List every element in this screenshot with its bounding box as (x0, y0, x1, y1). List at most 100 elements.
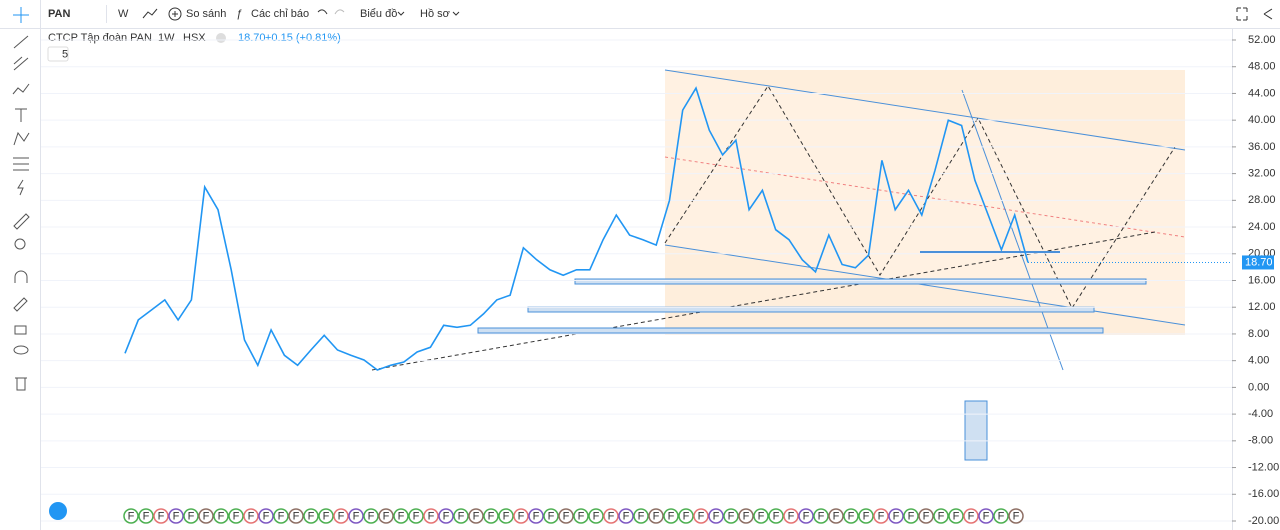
event-label: F (578, 510, 585, 522)
event-label: F (908, 510, 915, 522)
event-marker (768, 508, 784, 524)
event-label: F (623, 510, 630, 522)
plus (172, 11, 178, 17)
forecast-tool[interactable] (13, 131, 30, 146)
event-label: F (713, 510, 720, 522)
fib-tool[interactable] (13, 56, 29, 71)
lock-draw[interactable] (13, 297, 28, 312)
trend-tool[interactable] (13, 35, 29, 49)
event-label: F (653, 510, 660, 522)
zoom[interactable] (14, 238, 26, 250)
event-marker (258, 508, 274, 524)
y-tick-label: 24.00 (1248, 221, 1276, 233)
channel-fill (665, 70, 1185, 325)
lock[interactable] (14, 325, 27, 335)
symbol[interactable]: PAN (48, 8, 70, 20)
indicators[interactable]: Các chỉ báo (251, 8, 309, 20)
event-label: F (323, 510, 330, 522)
event-label: F (128, 510, 135, 522)
zone (477, 327, 1104, 334)
y-tick-label: -4.00 (1248, 408, 1273, 420)
text-tool[interactable] (15, 108, 27, 122)
ruler[interactable] (13, 213, 30, 230)
trash[interactable] (15, 377, 27, 391)
y-tick-label: -16.00 (1248, 488, 1279, 500)
event-marker (513, 508, 529, 524)
lightning[interactable] (17, 179, 24, 196)
collapse-button[interactable] (47, 46, 69, 62)
y-tick-label: -8.00 (1248, 435, 1273, 447)
logo[interactable] (49, 502, 67, 520)
event-label: F (863, 510, 870, 522)
undo[interactable] (317, 9, 328, 15)
y-tick-label: 32.00 (1248, 168, 1276, 180)
event-marker (423, 508, 439, 524)
event-label: F (893, 510, 900, 522)
chart-menu[interactable]: Biểu đồ (360, 8, 397, 20)
interval[interactable]: W (118, 8, 129, 20)
legend-dot[interactable] (216, 33, 226, 43)
compare[interactable]: So sánh (186, 8, 226, 20)
event-label: F (878, 510, 885, 522)
event-label: F (398, 510, 405, 522)
event-label: F (773, 510, 780, 522)
crosshair[interactable] (13, 7, 29, 23)
share[interactable] (1263, 8, 1273, 20)
event-label: F (413, 510, 420, 522)
measure-tool[interactable] (13, 157, 29, 171)
fullscreen[interactable] (1236, 7, 1248, 21)
price-line (124, 86, 1029, 371)
event-marker (228, 508, 244, 524)
event-label: F (593, 510, 600, 522)
pattern-tool[interactable] (12, 83, 30, 95)
event-marker (543, 508, 559, 524)
event-marker (498, 508, 514, 524)
event-marker (213, 508, 229, 524)
event-marker (408, 508, 424, 524)
event-marker (813, 508, 829, 524)
compare-icon[interactable] (168, 7, 182, 21)
event-marker (858, 508, 874, 524)
event-label: F (848, 510, 855, 522)
event-marker (558, 508, 574, 524)
profile[interactable]: Hồ sơ (420, 8, 450, 20)
event-label: F (788, 510, 795, 522)
caret (452, 11, 460, 16)
event-marker (963, 508, 979, 524)
event-label: F (923, 510, 930, 522)
eye[interactable] (13, 345, 29, 355)
event-marker (378, 508, 394, 524)
redo[interactable] (334, 9, 345, 15)
event-label: F (428, 510, 435, 522)
event-label: F (443, 510, 450, 522)
event-label: F (668, 510, 675, 522)
event-marker (1008, 508, 1024, 524)
event-label: F (368, 510, 375, 522)
event-marker (288, 508, 304, 524)
event-label: F (968, 510, 975, 522)
magnet[interactable] (14, 270, 28, 283)
event-label: F (983, 510, 990, 522)
event-label: F (803, 510, 810, 522)
event-marker (993, 508, 1009, 524)
event-label: F (383, 510, 390, 522)
event-marker (588, 508, 604, 524)
event-marker (468, 508, 484, 524)
event-marker (348, 508, 364, 524)
event-marker (918, 508, 934, 524)
channel-top (664, 69, 1186, 151)
zone (574, 278, 1147, 285)
event-marker (198, 508, 214, 524)
event-label: F (818, 510, 825, 522)
channel-bottom (664, 244, 1186, 326)
event-label: F (488, 510, 495, 522)
event-label: F (248, 510, 255, 522)
event-label: F (158, 510, 165, 522)
event-marker (678, 508, 694, 524)
chart-style-icon[interactable] (142, 8, 158, 19)
event-marker (453, 508, 469, 524)
event-marker (333, 508, 349, 524)
event-label: F (518, 510, 525, 522)
event-label: F (683, 510, 690, 522)
